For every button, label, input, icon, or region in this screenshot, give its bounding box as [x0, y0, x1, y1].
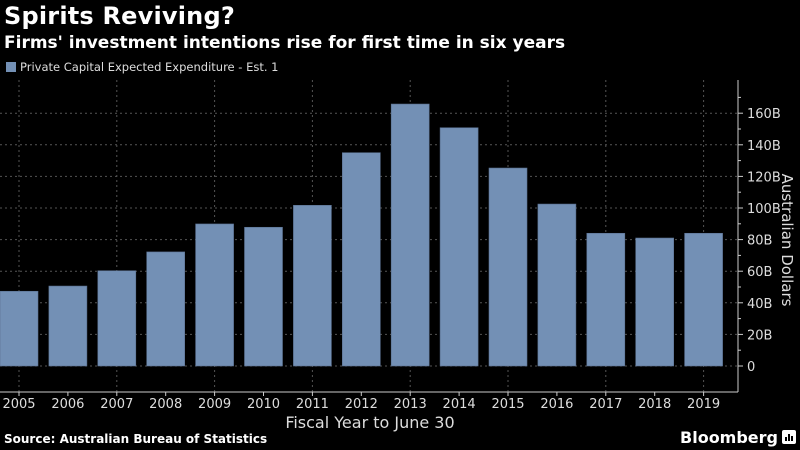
y-tick-label: 20B — [747, 328, 772, 343]
brand-logo: Bloomberg — [680, 428, 778, 447]
legend: Private Capital Expected Expenditure - E… — [6, 60, 278, 74]
bar-2005 — [0, 290, 39, 367]
bar-2016 — [537, 203, 577, 367]
x-tick-label: 2011 — [296, 397, 329, 412]
y-tick-label: 0 — [747, 360, 755, 375]
x-tick-label: 2010 — [247, 397, 280, 412]
x-tick-label: 2019 — [687, 397, 720, 412]
x-tick-label: 2012 — [345, 397, 378, 412]
x-axis-label: Fiscal Year to June 30 — [285, 413, 454, 432]
bar-2017 — [586, 232, 626, 367]
y-tick-label: 100B — [747, 202, 781, 217]
y-tick-label: 80B — [747, 234, 772, 249]
x-tick-label: 2007 — [100, 397, 133, 412]
x-tick-label: 2008 — [149, 397, 182, 412]
bar-2007 — [97, 270, 137, 367]
bar-2008 — [146, 251, 185, 367]
y-tick-label: 160B — [747, 107, 781, 122]
x-tick-label: 2013 — [394, 397, 427, 412]
source-note: Source: Australian Bureau of Statistics — [4, 432, 268, 446]
x-tick-label: 2009 — [198, 397, 231, 412]
y-tick-label: 120B — [747, 170, 781, 185]
bar-2019 — [684, 232, 723, 367]
bar-2011 — [293, 205, 332, 367]
y-tick-label: 40B — [747, 297, 772, 312]
bar-2018 — [635, 237, 675, 367]
chart-icon — [782, 430, 796, 444]
legend-label: Private Capital Expected Expenditure - E… — [20, 60, 279, 74]
bar-2010 — [244, 226, 283, 367]
x-tick-label: 2015 — [491, 397, 524, 412]
bar-2009 — [195, 223, 234, 367]
bar-2013 — [390, 103, 430, 367]
bar-2015 — [488, 167, 528, 367]
y-tick-label: 60B — [747, 265, 772, 280]
chart-title: Spirits Reviving? — [4, 2, 235, 30]
x-tick-label: 2014 — [443, 397, 476, 412]
x-tick-label: 2018 — [638, 397, 671, 412]
x-tick-label: 2006 — [51, 397, 84, 412]
chart-subtitle: Firms' investment intentions rise for fi… — [4, 33, 566, 53]
y-tick-label: 140B — [747, 139, 781, 154]
x-tick-label: 2005 — [2, 397, 35, 412]
x-tick-label: 2016 — [540, 397, 573, 412]
y-axis-label: Australian Dollars — [778, 174, 796, 307]
legend-swatch — [6, 62, 16, 72]
bar-2014 — [439, 127, 479, 367]
bar-2006 — [48, 285, 88, 367]
bar-2012 — [341, 152, 381, 367]
x-tick-label: 2017 — [589, 397, 622, 412]
